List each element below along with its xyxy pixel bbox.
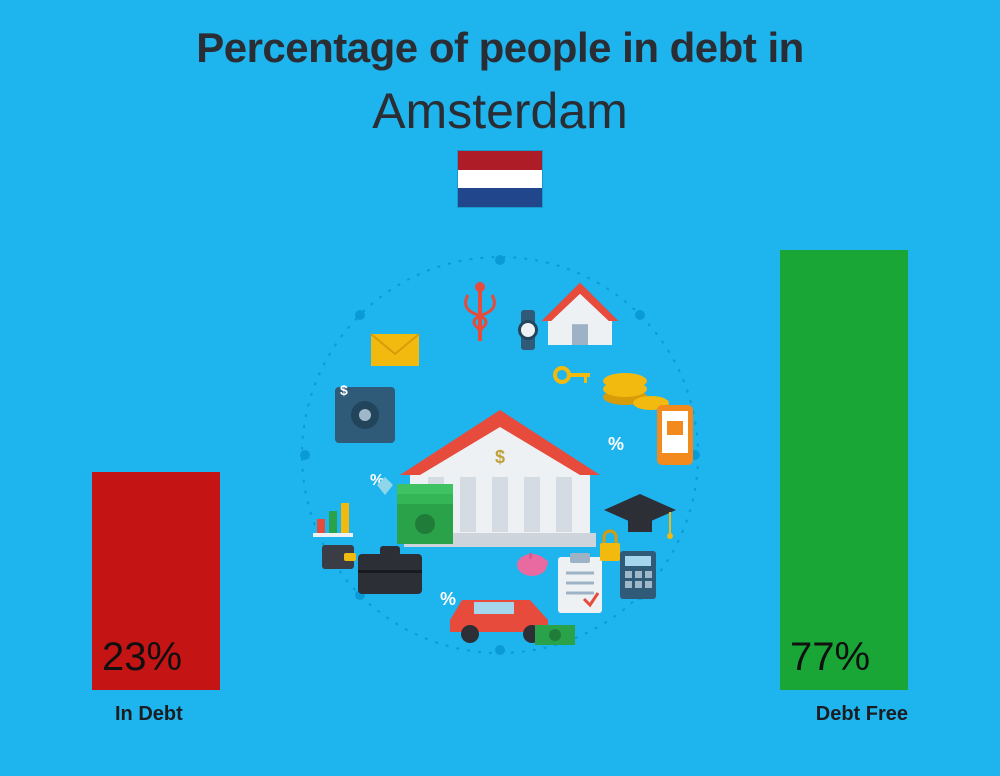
svg-text:%: % <box>608 434 624 454</box>
flag-stripe-bot <box>458 188 542 207</box>
city-name: Amsterdam <box>0 82 1000 140</box>
bar-debt-free-label: Debt Free <box>816 703 908 726</box>
bar-debt-free-fill: 77% <box>780 250 908 690</box>
bar-debt-free-pct: 77% <box>790 635 870 680</box>
bar-in-debt: 23% <box>92 472 220 690</box>
svg-text:%: % <box>440 589 456 609</box>
flag-stripe-top <box>458 151 542 170</box>
svg-text:$: $ <box>495 447 505 467</box>
bar-in-debt-label: In Debt <box>115 703 183 726</box>
bar-debt-free: 77% <box>780 250 908 690</box>
finance-illustration: $ <box>280 235 720 675</box>
bar-in-debt-fill: 23% <box>92 472 220 690</box>
flag-netherlands <box>457 150 543 208</box>
svg-text:$: $ <box>340 382 348 398</box>
flag-stripe-mid <box>458 170 542 189</box>
page-title: Percentage of people in debt in <box>0 24 1000 72</box>
bar-in-debt-pct: 23% <box>102 635 182 680</box>
